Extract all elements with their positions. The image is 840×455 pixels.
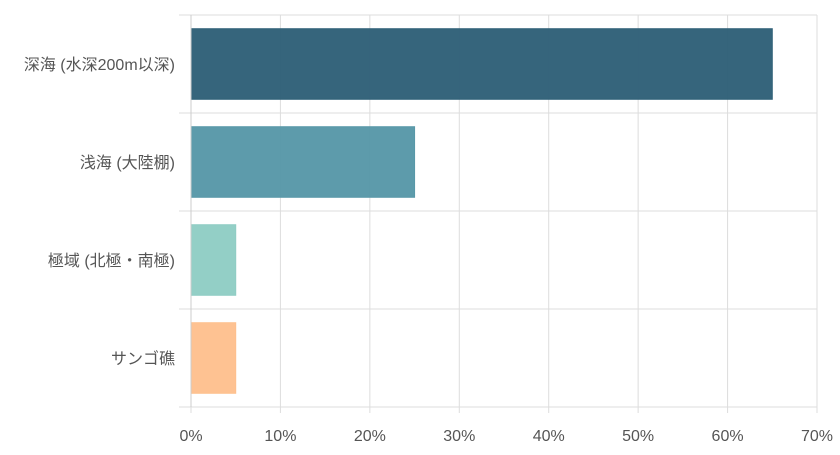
x-tick-label: 20%	[354, 428, 386, 445]
x-tick-label: 50%	[622, 428, 654, 445]
category-label: 深海 (水深200m以深)	[24, 56, 175, 74]
x-tick-label: 10%	[264, 428, 296, 445]
bar	[190, 28, 773, 100]
y-axis-category-labels: 深海 (水深200m以深) 浅海 (大陸棚) 極域 (北極・南極) サンゴ礁	[24, 56, 175, 368]
x-tick-label: 40%	[533, 428, 565, 445]
category-label: 極域 (北極・南極)	[48, 252, 175, 270]
bar	[190, 322, 237, 394]
category-label: サンゴ礁	[111, 349, 175, 368]
x-tick-label: 0%	[179, 428, 202, 445]
x-tick-label: 70%	[801, 428, 833, 445]
x-axis-tick-labels: 0% 10% 20% 30% 40% 50% 60% 70%	[179, 428, 833, 445]
x-tick-label: 60%	[712, 428, 744, 445]
category-label: 浅海 (大陸棚)	[80, 154, 175, 172]
x-tick-label: 30%	[443, 428, 475, 445]
bars	[190, 28, 773, 394]
bar	[190, 224, 237, 296]
bar	[190, 126, 416, 198]
